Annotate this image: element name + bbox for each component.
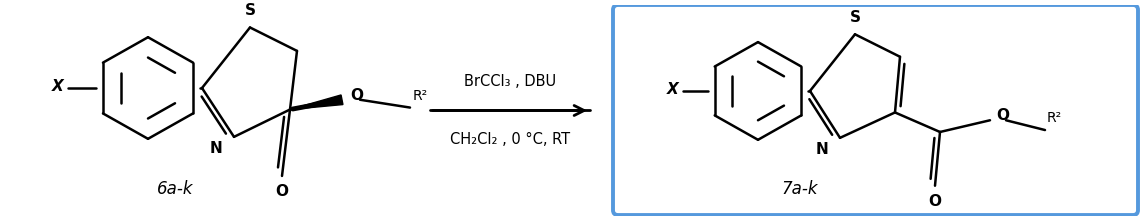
Text: N: N (209, 141, 222, 156)
Text: X: X (53, 79, 64, 94)
Text: R²: R² (1047, 111, 1062, 125)
Text: O: O (928, 194, 942, 208)
Text: S: S (245, 3, 256, 18)
Text: BrCCl₃ , DBU: BrCCl₃ , DBU (464, 74, 555, 89)
Polygon shape (290, 95, 343, 110)
FancyBboxPatch shape (613, 5, 1138, 215)
Text: N: N (815, 142, 828, 157)
Text: R²: R² (413, 89, 429, 103)
Text: O: O (275, 184, 288, 199)
Text: S: S (849, 10, 861, 25)
Text: O: O (350, 88, 363, 103)
Text: CH₂Cl₂ , 0 °C, RT: CH₂Cl₂ , 0 °C, RT (450, 132, 570, 147)
Text: X: X (668, 81, 679, 97)
Text: 7a-k: 7a-k (782, 180, 818, 199)
Text: 6a-k: 6a-k (157, 180, 193, 199)
Text: O: O (996, 108, 1009, 123)
